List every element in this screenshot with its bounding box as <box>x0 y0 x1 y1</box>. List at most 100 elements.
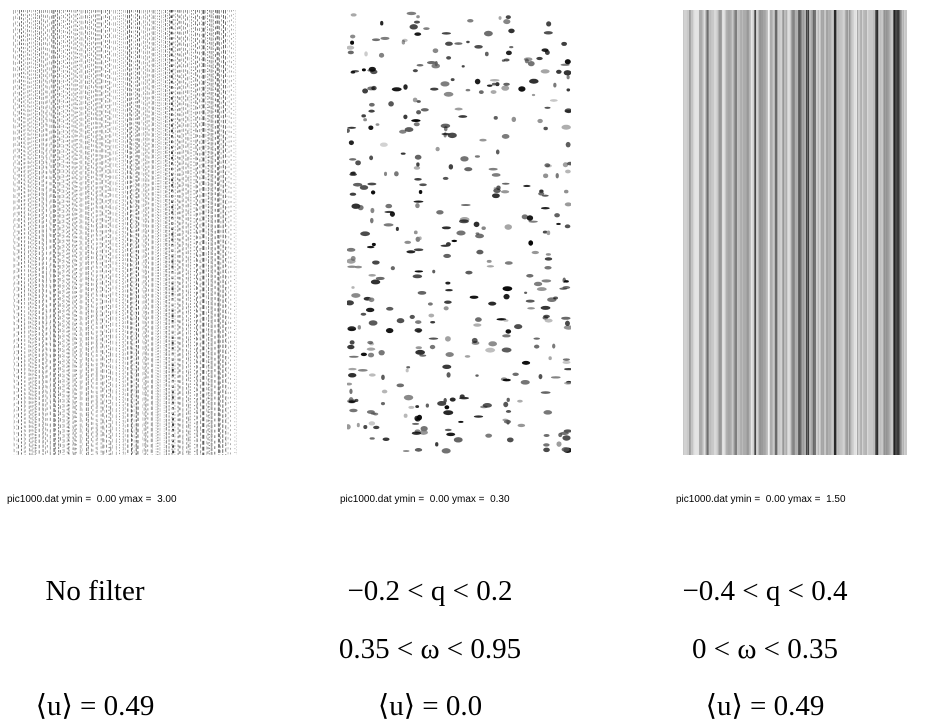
blob <box>347 265 357 268</box>
streak <box>837 10 840 455</box>
streak <box>856 10 858 455</box>
blob <box>505 50 512 56</box>
streak <box>776 10 779 455</box>
streak <box>815 10 819 455</box>
streak <box>45 10 48 455</box>
filter-label: −0.2 < q < 0.2 <box>347 575 512 607</box>
streak <box>875 10 879 455</box>
blob <box>527 307 535 310</box>
streak <box>92 10 94 455</box>
blob <box>454 42 463 45</box>
mean-label: ⟨u⟩ = 0.49 <box>706 690 825 722</box>
blob <box>350 171 355 175</box>
blob <box>404 127 414 132</box>
blob <box>428 337 439 340</box>
blob <box>434 61 438 67</box>
blob <box>413 200 424 203</box>
blob <box>546 21 552 27</box>
blob <box>347 247 356 252</box>
streak <box>865 10 869 455</box>
blob <box>543 31 553 35</box>
streak <box>799 10 803 455</box>
blob <box>536 56 543 61</box>
blob <box>348 372 357 378</box>
blob <box>493 116 498 120</box>
blob <box>480 405 488 409</box>
streak <box>743 10 747 455</box>
blob <box>517 399 523 403</box>
blob <box>552 343 556 349</box>
streak <box>105 10 108 455</box>
blob <box>556 69 562 74</box>
streak <box>843 10 848 455</box>
blob <box>420 426 428 432</box>
blob <box>444 300 452 304</box>
streak <box>27 10 30 455</box>
blob <box>385 203 393 209</box>
blob <box>561 316 571 320</box>
blob <box>382 437 390 441</box>
blob <box>415 349 425 355</box>
blob <box>419 354 427 357</box>
streak <box>735 10 739 455</box>
streak <box>865 10 868 455</box>
blob <box>503 19 511 25</box>
streak <box>709 10 712 455</box>
streak <box>137 10 140 455</box>
blob <box>419 430 429 435</box>
blob <box>445 289 453 292</box>
streak <box>207 10 210 455</box>
streak <box>769 10 773 455</box>
blob <box>544 266 552 270</box>
blob <box>352 182 363 187</box>
blob <box>467 18 474 23</box>
blob <box>363 425 368 430</box>
streak <box>892 10 894 455</box>
blob <box>461 65 465 68</box>
streak <box>133 10 135 455</box>
streak <box>143 10 145 455</box>
blob <box>409 24 418 30</box>
blob <box>430 321 436 324</box>
streak <box>761 10 766 455</box>
blob <box>360 312 367 316</box>
streak <box>896 10 900 455</box>
blob <box>549 99 558 102</box>
streak <box>61 10 64 455</box>
streak <box>205 10 208 455</box>
blob <box>349 388 353 394</box>
blob <box>443 126 448 132</box>
blob <box>528 240 534 246</box>
blob <box>418 236 422 241</box>
blob <box>348 400 356 403</box>
streak <box>874 10 877 455</box>
streak <box>748 10 752 455</box>
blob <box>369 102 375 107</box>
blob <box>357 368 368 372</box>
blob <box>445 242 451 247</box>
blob <box>372 260 380 265</box>
streak <box>199 10 201 455</box>
blob <box>368 373 376 377</box>
blob <box>564 108 571 114</box>
blob <box>354 398 359 403</box>
streak <box>756 10 760 455</box>
blob <box>366 245 375 249</box>
streak <box>698 10 703 455</box>
streak <box>750 10 753 455</box>
blob <box>359 185 369 190</box>
blob <box>444 428 452 432</box>
streak <box>705 10 709 455</box>
blob <box>428 313 435 318</box>
blob <box>562 162 569 168</box>
blob <box>460 156 469 162</box>
blob <box>443 253 451 258</box>
blob <box>442 176 449 180</box>
blob <box>544 257 553 261</box>
blob <box>501 59 506 62</box>
blob <box>553 296 559 300</box>
panel: pic1000.dat ymin = 0.00 ymax = 3.00 No fi… <box>7 10 237 722</box>
blob <box>370 190 376 195</box>
blob <box>563 280 569 283</box>
blob <box>413 166 421 170</box>
